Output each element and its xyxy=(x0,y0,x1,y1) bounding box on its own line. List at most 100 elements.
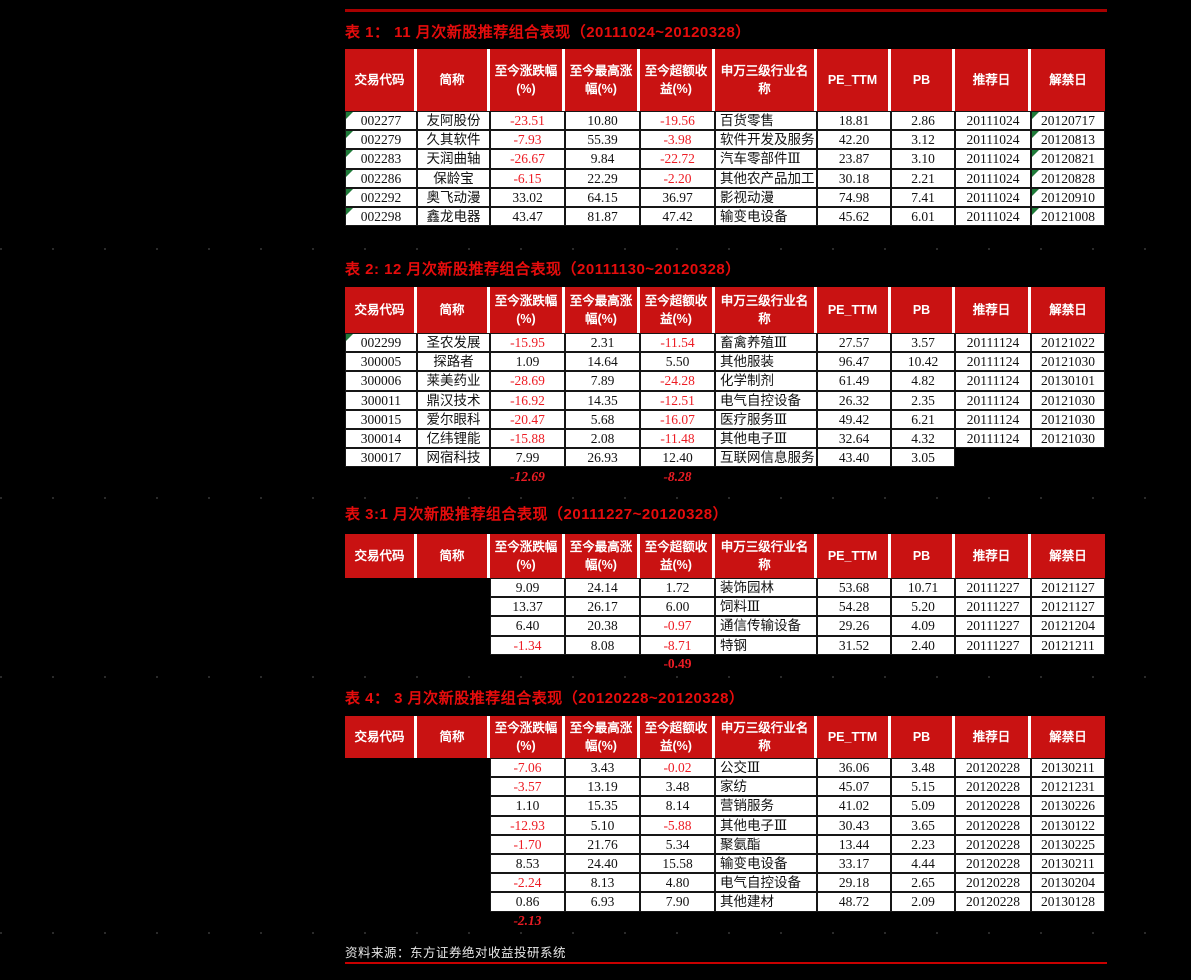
table-cell: 20121030 xyxy=(1031,428,1105,449)
green-triangle-icon xyxy=(346,207,353,215)
table-cell: -2.20 xyxy=(640,168,715,188)
column-header: 至今超额收 益(%) xyxy=(640,287,715,333)
table-cell: 4.80 xyxy=(640,873,715,893)
table-cell: 2.65 xyxy=(891,873,955,893)
table-cell: 6.21 xyxy=(891,409,955,429)
table-cell: 002283 xyxy=(345,149,417,169)
table-cell: 26.93 xyxy=(565,448,640,468)
column-header: 推荐日 xyxy=(955,49,1031,111)
summary-empty-cell xyxy=(715,467,817,486)
table-cell: 20120228 xyxy=(955,796,1031,816)
table-cell: 20121211 xyxy=(1031,635,1105,655)
table-cell: 保龄宝 xyxy=(417,168,490,188)
table-cell: 45.07 xyxy=(817,777,891,797)
table-cell: 20130225 xyxy=(1031,834,1105,854)
table-cell: 3.65 xyxy=(891,815,955,835)
table-cell: 10.42 xyxy=(891,352,955,372)
column-header: 简称 xyxy=(417,49,490,111)
summary-empty-cell xyxy=(565,655,640,674)
table-cell: 5.10 xyxy=(565,815,640,835)
table-2: 交易代码 简称 至今涨跌幅 (%) 至今最高涨 幅(%) 至今超额收 益(%) 申万三级行… xyxy=(345,287,1107,486)
table-cell: -15.95 xyxy=(490,333,565,353)
table-cell: -28.69 xyxy=(490,371,565,391)
table-1-header: 交易代码 简称 至今涨跌幅 (%) 至今最高涨 幅(%) 至今超额收 益(%) 申万三级行… xyxy=(345,49,1107,111)
summary-empty-cell xyxy=(1031,655,1105,674)
green-triangle-icon xyxy=(346,112,353,119)
table-cell: 41.02 xyxy=(817,796,891,816)
table-cell: -8.71 xyxy=(640,635,715,655)
table-cell: 43.47 xyxy=(490,206,565,227)
table-cell: -5.88 xyxy=(640,815,715,835)
table-cell: -3.98 xyxy=(640,130,715,150)
column-header: 解禁日 xyxy=(1031,49,1105,111)
table-cell: 医疗服务Ⅲ xyxy=(715,409,817,429)
table-cell: 1.72 xyxy=(640,578,715,598)
column-header: 解禁日 xyxy=(1031,534,1105,578)
table-cell: 20130226 xyxy=(1031,796,1105,816)
table-cell: 27.57 xyxy=(817,333,891,353)
table-cell: 20120228 xyxy=(955,777,1031,797)
table-cell: 畜禽养殖Ⅲ xyxy=(715,333,817,353)
table-cell: 探路者 xyxy=(417,352,490,372)
table-cell: 002286 xyxy=(345,168,417,188)
table-cell: 久其软件 xyxy=(417,130,490,150)
empty-cell xyxy=(417,796,490,815)
table-cell: 61.49 xyxy=(817,371,891,391)
summary-empty-cell xyxy=(490,655,565,674)
table-cell: 15.58 xyxy=(640,853,715,874)
table-cell: 30.43 xyxy=(817,815,891,835)
table-cell: 营销服务 xyxy=(715,796,817,816)
table-cell: 300017 xyxy=(345,448,417,468)
column-header: PE_TTM xyxy=(817,534,891,578)
table-cell: -15.88 xyxy=(490,428,565,449)
table-2-summary: -12.69 -8.28 xyxy=(345,467,1107,486)
green-triangle-icon xyxy=(346,334,353,341)
empty-cell xyxy=(345,636,417,655)
table-cell: 5.68 xyxy=(565,409,640,429)
table-cell: 20111227 xyxy=(955,597,1031,617)
empty-cell xyxy=(345,835,417,854)
column-header: 至今涨跌幅 (%) xyxy=(490,716,565,758)
table-cell: 002277 xyxy=(345,111,417,131)
green-triangle-icon xyxy=(346,188,353,196)
table-cell: 20120717 xyxy=(1031,111,1105,131)
table-cell: 6.93 xyxy=(565,892,640,912)
column-header: 至今涨跌幅 (%) xyxy=(490,534,565,578)
table-cell: 49.42 xyxy=(817,409,891,429)
table-cell: 2.08 xyxy=(565,428,640,449)
table-cell: 5.34 xyxy=(640,834,715,854)
table-cell: 20121030 xyxy=(1031,352,1105,372)
table-cell: 0.86 xyxy=(490,892,565,912)
table-cell: 互联网信息服务 xyxy=(715,448,817,468)
table-cell: 20120910 xyxy=(1031,187,1105,207)
table-cell: 输变电设备 xyxy=(715,206,817,227)
summary-value: -2.13 xyxy=(513,913,542,928)
table-cell: 14.64 xyxy=(565,352,640,372)
table-cell: 20120228 xyxy=(955,892,1031,912)
table-cell: 24.14 xyxy=(565,578,640,598)
table-cell: 装饰园林 xyxy=(715,578,817,598)
table-cell: 20111024 xyxy=(955,168,1031,188)
green-triangle-icon xyxy=(346,131,353,139)
summary-empty-cell xyxy=(1031,467,1105,486)
table-cell: 002279 xyxy=(345,130,417,150)
table-cell: 300011 xyxy=(345,390,417,410)
table-cell: 300014 xyxy=(345,428,417,449)
top-rule xyxy=(345,9,1107,12)
summary-empty-cell xyxy=(565,467,640,486)
table-cell: 20121030 xyxy=(1031,409,1105,429)
table-cell: 6.00 xyxy=(640,597,715,617)
table-cell: 20111124 xyxy=(955,390,1031,410)
table-cell: 1.10 xyxy=(490,796,565,816)
table-cell: 2.86 xyxy=(891,111,955,131)
table-cell: -22.72 xyxy=(640,149,715,169)
empty-cell xyxy=(955,448,1031,467)
summary-empty-cell xyxy=(640,912,715,931)
column-header: PB xyxy=(891,534,955,578)
table-cell: 300005 xyxy=(345,352,417,372)
green-triangle-icon xyxy=(346,169,353,177)
table-1-body: 002277 友阿股份 -23.51 10.80 -19.56 百货零售 18.81 2.86… xyxy=(345,111,1107,227)
empty-cell xyxy=(345,578,417,597)
table-cell: 002292 xyxy=(345,187,417,207)
column-header: 申万三级行业名 称 xyxy=(715,716,817,758)
